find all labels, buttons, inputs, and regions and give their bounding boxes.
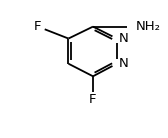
Text: NH₂: NH₂ xyxy=(136,20,161,33)
Text: F: F xyxy=(89,93,97,106)
Text: N: N xyxy=(119,57,128,70)
Text: F: F xyxy=(34,20,41,33)
Text: N: N xyxy=(119,32,128,45)
